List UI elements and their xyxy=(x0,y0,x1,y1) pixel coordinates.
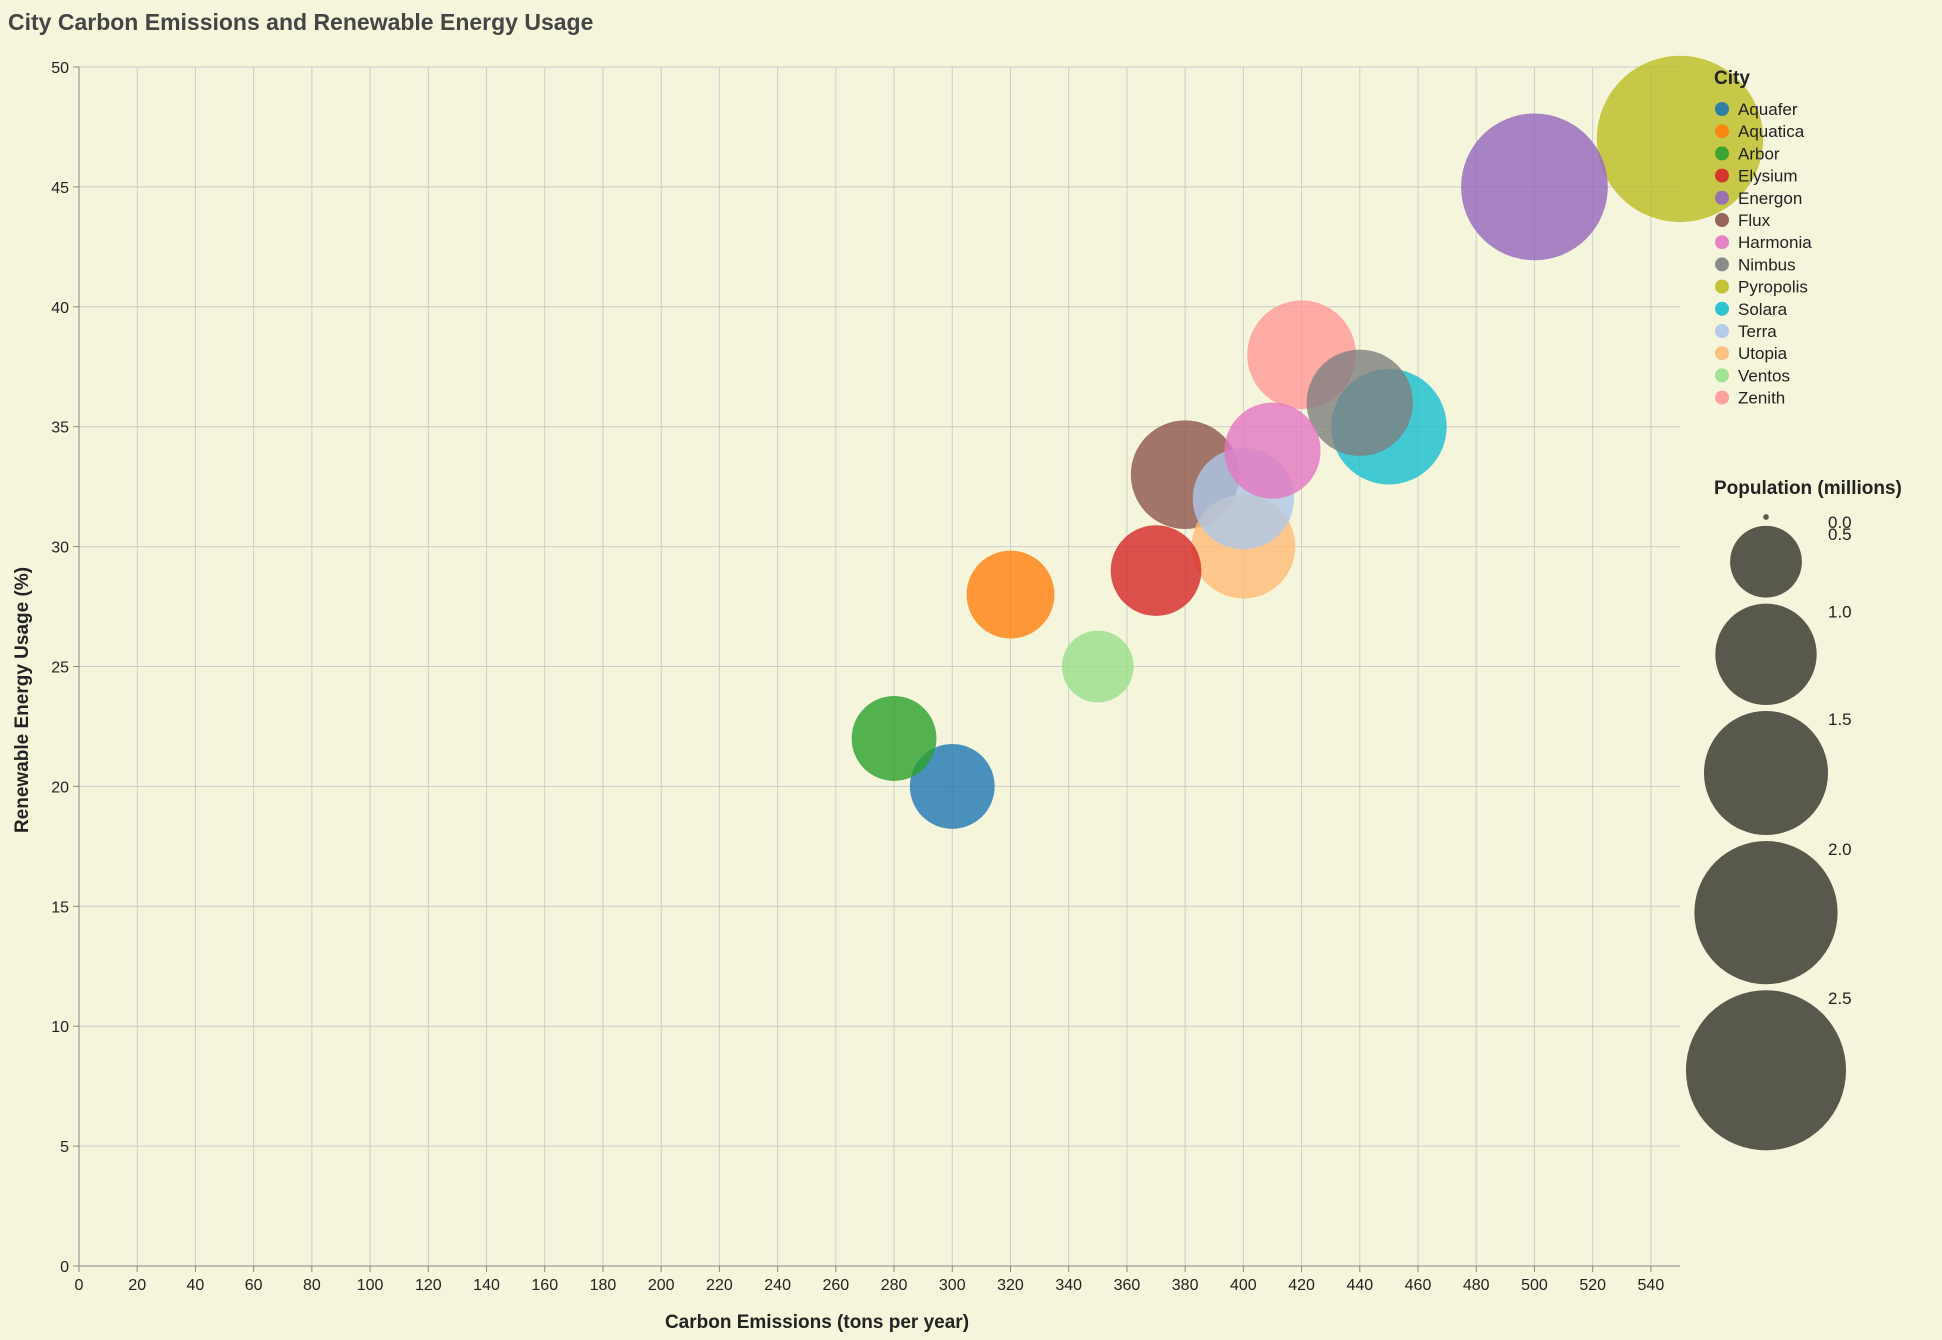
legend-swatch-solara xyxy=(1715,301,1729,316)
size-legend-label: 2.5 xyxy=(1828,989,1852,1008)
y-tick-label: 30 xyxy=(51,540,69,557)
legend-label-harmonia: Harmonia xyxy=(1738,233,1812,252)
x-tick-label: 260 xyxy=(822,1277,849,1294)
legend-swatch-ventos xyxy=(1715,368,1729,383)
x-tick-label: 0 xyxy=(75,1277,84,1294)
size-legend-circle xyxy=(1703,710,1829,836)
y-tick-label: 10 xyxy=(51,1019,69,1036)
x-tick-label: 40 xyxy=(187,1277,205,1294)
x-tick-label: 60 xyxy=(245,1277,263,1294)
axes: 0 20 40 60 80 100 120 140 160 180 200 220 240 260 280 3… xyxy=(51,60,1680,1294)
x-tick-label: 200 xyxy=(648,1277,675,1294)
y-tick-label: 40 xyxy=(51,300,69,317)
legend-swatch-zenith xyxy=(1715,390,1729,405)
city-point-aquatica xyxy=(966,550,1055,639)
y-tick-label: 45 xyxy=(51,180,69,197)
x-tick-label: 520 xyxy=(1579,1277,1606,1294)
size-legend: 0.00.5 1.0 1.5 2.0 2.5 xyxy=(1685,513,1852,1151)
size-legend-circle xyxy=(1715,603,1817,705)
y-axis-title: Renewable Energy Usage (%) xyxy=(12,567,33,833)
legend-swatch-aquatica xyxy=(1715,124,1729,139)
size-legend-label: 1.5 xyxy=(1828,710,1852,729)
x-tick-label: 360 xyxy=(1114,1277,1141,1294)
legend-label-nimbus: Nimbus xyxy=(1738,255,1796,274)
legend-label-terra: Terra xyxy=(1738,322,1777,341)
x-tick-label: 140 xyxy=(473,1277,500,1294)
legend-label-aquatica: Aquatica xyxy=(1738,122,1805,141)
x-tick-label: 280 xyxy=(881,1277,908,1294)
size-legend-label: 2.0 xyxy=(1828,840,1852,859)
y-tick-label: 35 xyxy=(51,420,69,437)
x-tick-label: 460 xyxy=(1405,1277,1432,1294)
x-tick-label: 440 xyxy=(1346,1277,1373,1294)
size-legend-label: 0.0 xyxy=(1828,513,1852,532)
y-tick-label: 50 xyxy=(51,60,69,77)
legend-swatch-utopia xyxy=(1715,346,1729,361)
x-tick-label: 160 xyxy=(531,1277,558,1294)
size-legend-circle xyxy=(1694,841,1838,985)
size-legend-label: 0.5 xyxy=(1828,525,1852,544)
legend-swatch-pyropolis xyxy=(1715,279,1729,294)
x-tick-label: 240 xyxy=(764,1277,791,1294)
legend-label-elysium: Elysium xyxy=(1738,167,1798,186)
y-tick-label: 5 xyxy=(60,1139,69,1156)
x-tick-label: 400 xyxy=(1230,1277,1257,1294)
x-tick-label: 220 xyxy=(706,1277,733,1294)
x-axis-title: Carbon Emissions (tons per year) xyxy=(665,1312,969,1333)
color-legend: Aquafer Aquatica Arbor Elysium Energon Flux Ha… xyxy=(1715,100,1812,408)
size-legend-label: 1.0 xyxy=(1828,603,1852,622)
size-legend-circle xyxy=(1685,990,1847,1151)
x-tick-label: 420 xyxy=(1288,1277,1315,1294)
x-tick-label: 340 xyxy=(1055,1277,1082,1294)
legend-label-aquafer: Aquafer xyxy=(1738,100,1798,119)
x-tick-label: 480 xyxy=(1463,1277,1490,1294)
city-point-aquafer xyxy=(909,743,995,829)
legend-label-ventos: Ventos xyxy=(1738,366,1790,385)
y-tick-label: 0 xyxy=(60,1259,69,1276)
legend-swatch-arbor xyxy=(1715,146,1729,161)
legend: City Aquafer Aquatica Arbor Elysium Energon F… xyxy=(1685,68,1902,1151)
x-tick-label: 300 xyxy=(939,1277,966,1294)
grid-lines xyxy=(78,66,1680,1267)
x-tick-label: 380 xyxy=(1172,1277,1199,1294)
legend-swatch-aquafer xyxy=(1715,102,1729,116)
legend-label-solara: Solara xyxy=(1738,300,1788,319)
legend-label-arbor: Arbor xyxy=(1738,144,1780,163)
x-tick-label: 180 xyxy=(590,1277,617,1294)
city-point-nimbus xyxy=(1306,349,1413,456)
x-tick-label: 120 xyxy=(415,1277,442,1294)
legend-label-energon: Energon xyxy=(1738,189,1802,208)
city-point-elysium xyxy=(1110,525,1202,616)
city-point-harmonia xyxy=(1224,402,1321,499)
legend-label-flux: Flux xyxy=(1738,211,1771,230)
legend-swatch-harmonia xyxy=(1715,235,1729,250)
x-tick-label: 20 xyxy=(128,1277,146,1294)
x-tick-label: 80 xyxy=(303,1277,321,1294)
x-tick-label: 500 xyxy=(1521,1277,1548,1294)
x-tick-label: 320 xyxy=(997,1277,1024,1294)
city-point-arbor xyxy=(851,696,937,781)
size-legend-circle xyxy=(1763,514,1769,520)
color-legend-title: City xyxy=(1714,68,1750,89)
x-tick-label: 540 xyxy=(1638,1277,1665,1294)
legend-label-pyropolis: Pyropolis xyxy=(1738,278,1808,297)
y-tick-label: 25 xyxy=(51,660,69,677)
city-point-ventos xyxy=(1061,630,1134,703)
legend-swatch-energon xyxy=(1715,190,1729,205)
legend-label-zenith: Zenith xyxy=(1738,389,1785,408)
y-tick-label: 15 xyxy=(51,899,69,916)
legend-label-utopia: Utopia xyxy=(1738,344,1788,363)
size-legend-circle xyxy=(1730,525,1802,598)
legend-swatch-elysium xyxy=(1715,168,1729,183)
city-point-energon xyxy=(1461,113,1608,261)
size-legend-title: Population (millions) xyxy=(1714,478,1902,499)
chart-title: City Carbon Emissions and Renewable Ener… xyxy=(8,9,593,35)
legend-swatch-flux xyxy=(1715,213,1729,227)
data-points xyxy=(851,55,1764,829)
x-tick-label: 100 xyxy=(357,1277,384,1294)
y-tick-label: 20 xyxy=(51,779,69,796)
legend-swatch-terra xyxy=(1715,324,1729,338)
legend-swatch-nimbus xyxy=(1715,257,1729,272)
